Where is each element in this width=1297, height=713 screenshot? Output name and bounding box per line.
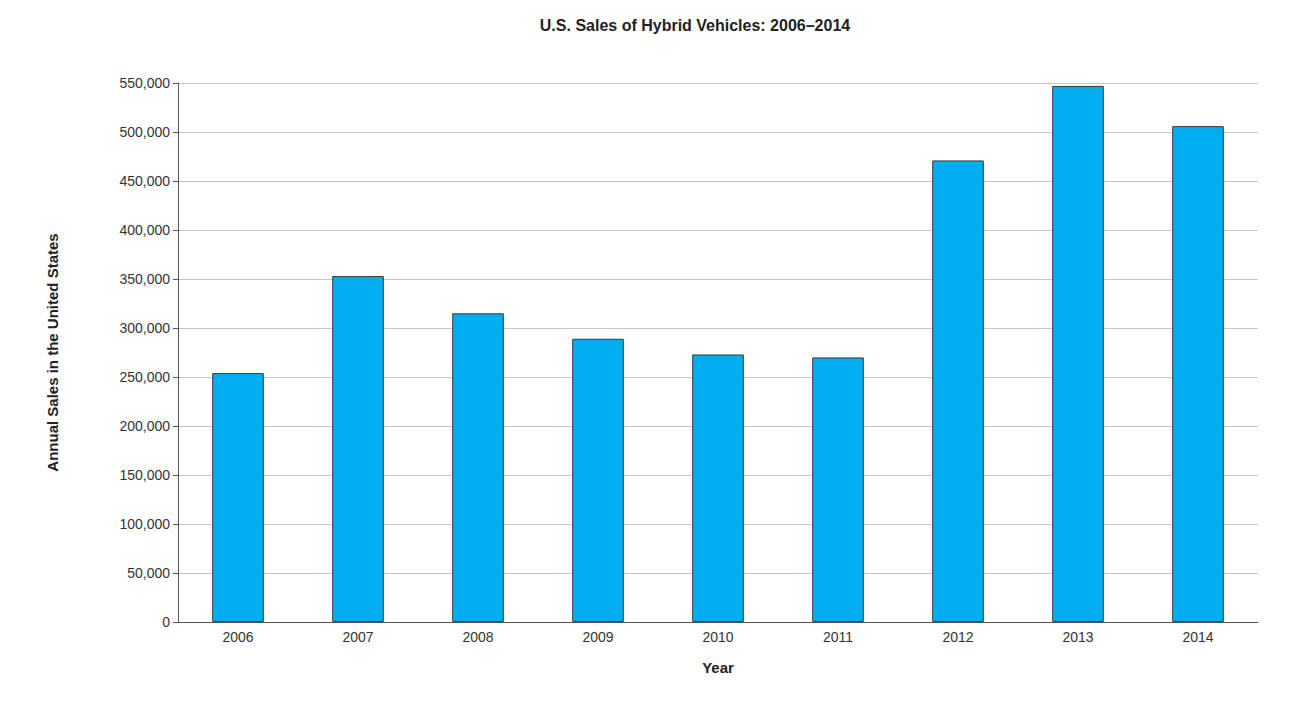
svg-text:500,000: 500,000: [119, 124, 170, 140]
svg-text:U.S. Sales of Hybrid Vehicles:: U.S. Sales of Hybrid Vehicles: 2006–2014: [540, 17, 850, 34]
svg-text:50,000: 50,000: [127, 565, 170, 581]
svg-text:300,000: 300,000: [119, 320, 170, 336]
svg-text:400,000: 400,000: [119, 222, 170, 238]
svg-text:450,000: 450,000: [119, 173, 170, 189]
svg-text:150,000: 150,000: [119, 467, 170, 483]
svg-text:2010: 2010: [702, 629, 733, 645]
svg-text:2007: 2007: [342, 629, 373, 645]
svg-text:200,000: 200,000: [119, 418, 170, 434]
svg-text:350,000: 350,000: [119, 271, 170, 287]
svg-text:100,000: 100,000: [119, 516, 170, 532]
svg-text:2011: 2011: [823, 629, 853, 645]
svg-text:250,000: 250,000: [119, 369, 170, 385]
svg-text:2012: 2012: [942, 629, 973, 645]
svg-text:550,000: 550,000: [119, 75, 170, 91]
svg-text:0: 0: [162, 614, 170, 630]
svg-text:2013: 2013: [1062, 629, 1093, 645]
svg-text:2014: 2014: [1182, 629, 1213, 645]
svg-text:Year: Year: [702, 659, 734, 676]
svg-text:2008: 2008: [462, 629, 493, 645]
svg-text:2006: 2006: [222, 629, 253, 645]
svg-text:2009: 2009: [582, 629, 613, 645]
svg-text:Annual Sales in the United Sta: Annual Sales in the United States: [44, 233, 61, 471]
